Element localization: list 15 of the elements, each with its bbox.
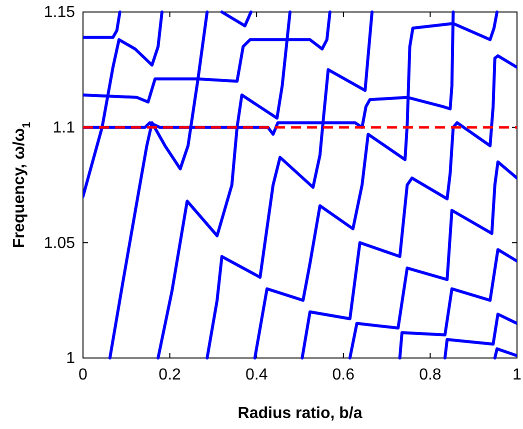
x-tick-label: 0.2 [158,366,182,384]
y-tick-label: 1.05 [44,234,76,252]
x-tick-label: 0 [78,366,88,384]
line-series [443,312,517,360]
x-tick-label: 0.4 [245,366,268,384]
x-tick-label: 0.6 [332,366,355,384]
y-tick-label: 1.1 [52,119,76,136]
y-tick-label: 1 [66,350,76,368]
line-series [300,54,517,360]
line-series [348,160,517,360]
x-tick-label: 0.8 [419,366,442,384]
y-tick-label: 1.15 [44,4,76,22]
x-axis-title: Radius ratio, b/a [238,405,362,422]
line-series [398,248,517,360]
x-tick-label: 1 [512,366,522,384]
